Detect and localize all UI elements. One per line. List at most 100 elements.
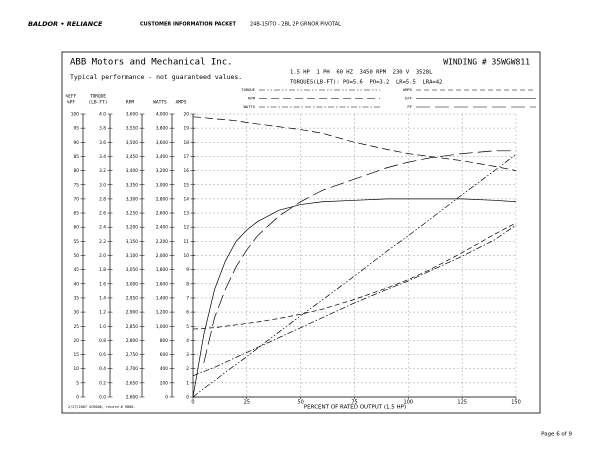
series-line	[203, 150, 516, 364]
y-axis-title: %PF	[67, 100, 75, 106]
y-tick-label: 17	[184, 154, 190, 160]
y-tick-label: 30	[74, 310, 80, 316]
y-tick-label: 3.0	[99, 182, 106, 188]
model: 24B-15ITO - 2BL 2P GRNOR PIVOTAL	[250, 22, 341, 28]
y-tick-label: 10	[184, 253, 190, 259]
y-tick-label: 2,400	[156, 225, 169, 231]
y-tick-label: 4	[186, 338, 189, 344]
page-number: Page 6 of 9	[541, 432, 572, 438]
y-tick-label: 2,650	[126, 380, 139, 386]
y-tick-label: 19	[184, 126, 190, 132]
y-tick-label: 2.2	[99, 239, 106, 245]
footnote: 2/27/2007 SCR006, record # 9880.	[68, 405, 135, 409]
y-tick-label: 3.8	[99, 126, 106, 132]
series-line	[192, 222, 517, 330]
y-tick-label: 90	[74, 140, 80, 146]
y-tick-label: 2,800	[126, 338, 139, 344]
y-tick-label: 1,000	[156, 324, 169, 330]
y-tick-label: 8	[186, 281, 189, 287]
legend-label: RPM	[248, 96, 256, 101]
y-tick-label: 3,400	[156, 154, 169, 160]
y-tick-label: 50	[74, 253, 80, 259]
y-tick-label: 2	[186, 366, 189, 372]
y-tick-label: 100	[71, 112, 79, 118]
y-tick-label: 40	[74, 281, 80, 287]
y-tick-label: 1.2	[99, 310, 106, 316]
y-tick-label: 3,000	[126, 281, 139, 287]
y-tick-label: 0.4	[99, 366, 106, 372]
y-tick-label: 20	[184, 112, 190, 118]
y-tick-label: 3.6	[99, 140, 106, 146]
y-tick-label: 2,950	[126, 295, 139, 301]
y-tick-label: 14	[184, 196, 190, 202]
y-tick-label: 2,000	[156, 253, 169, 259]
y-tick-label: 2.6	[99, 211, 106, 217]
y-tick-label: 3,500	[126, 140, 139, 146]
y-tick-label: 0.6	[99, 352, 106, 358]
y-tick-label: 2,800	[156, 196, 169, 202]
y-tick-label: 5	[76, 380, 79, 386]
y-tick-label: 60	[74, 225, 80, 231]
y-tick-label: 95	[74, 126, 80, 132]
specs: 1.5 HP 1 PH 60 HZ 3450 RPM 230 V 3528L	[290, 70, 433, 76]
legend-label: EFF	[405, 96, 413, 101]
y-tick-label: 1.6	[99, 281, 106, 287]
y-tick-label: 200	[160, 380, 168, 386]
y-tick-label: 0	[186, 395, 189, 401]
y-tick-label: 1,200	[156, 310, 169, 316]
legend-label: WATTS	[244, 104, 256, 109]
x-tick-label: 150	[511, 400, 521, 406]
y-tick-label: 7	[186, 295, 189, 301]
y-tick-label: 0	[76, 395, 79, 401]
x-tick-label: 25	[244, 400, 250, 406]
y-tick-label: 35	[74, 295, 80, 301]
torques: TORQUES(LB-FT): PO=5.6 PO=3.2 LR=5.5 LRA…	[290, 80, 442, 86]
y-tick-label: 2,200	[156, 239, 169, 245]
y-tick-label: 65	[74, 211, 80, 217]
y-tick-label: 1.0	[99, 324, 106, 330]
y-tick-label: 1,600	[156, 281, 169, 287]
logo: BALDOR • RELIANCE	[28, 20, 103, 28]
y-tick-label: 3,200	[156, 168, 169, 174]
series-line	[192, 224, 517, 377]
series-line	[192, 116, 517, 171]
y-tick-label: 20	[74, 338, 80, 344]
packet-title: CUSTOMER INFORMATION PACKET	[140, 22, 236, 28]
legend-label: AMPS	[403, 87, 413, 92]
y-tick-label: 16	[184, 168, 190, 174]
y-tick-label: 2,750	[126, 352, 139, 358]
y-tick-label: 6	[186, 310, 189, 316]
y-tick-label: 55	[74, 239, 80, 245]
y-tick-label: 2,850	[126, 324, 139, 330]
y-tick-label: 4,000	[156, 112, 169, 118]
y-tick-label: 3,100	[126, 253, 139, 259]
y-tick-label: 2,900	[126, 310, 139, 316]
series-line	[192, 198, 517, 398]
y-tick-label: 5	[186, 324, 189, 330]
y-tick-label: 800	[160, 338, 168, 344]
y-tick-label: 3.4	[99, 154, 106, 160]
y-tick-label: 80	[74, 168, 80, 174]
x-tick-label: 75	[351, 400, 357, 406]
y-tick-label: 70	[74, 196, 80, 202]
y-tick-label: 3,550	[126, 126, 139, 132]
y-tick-label: 2,600	[126, 395, 139, 401]
y-tick-label: 3,300	[126, 196, 139, 202]
winding: WINDING # 35WGW811	[443, 58, 530, 67]
y-tick-label: 1,800	[156, 267, 169, 273]
y-tick-label: 15	[184, 182, 190, 188]
y-tick-label: 2,700	[126, 366, 139, 372]
x-tick-label: 125	[457, 400, 467, 406]
chart-frame	[61, 51, 541, 414]
x-tick-label: 100	[404, 400, 414, 406]
legend-label: TORQUE	[241, 87, 255, 92]
y-axis-title: (LB-FT)	[89, 100, 108, 106]
y-tick-label: 25	[74, 324, 80, 330]
y-tick-label: 3,250	[126, 211, 139, 217]
y-tick-label: 1,400	[156, 295, 169, 301]
y-tick-label: 0.2	[99, 380, 106, 386]
y-tick-label: 12	[184, 225, 190, 231]
y-tick-label: 0.8	[99, 338, 106, 344]
y-tick-label: 3,150	[126, 239, 139, 245]
